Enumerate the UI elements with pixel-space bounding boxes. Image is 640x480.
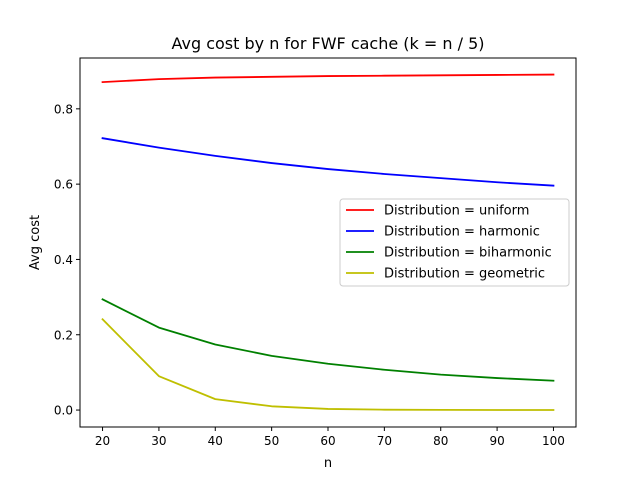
- legend-entry-label: Distribution = harmonic: [384, 225, 540, 240]
- x-tick-label: 80: [433, 434, 448, 448]
- axes-frame: [79, 57, 577, 428]
- legend: Distribution = uniform Distribution = har…: [339, 198, 570, 287]
- series-line-harmonic: [101, 137, 555, 187]
- x-tick-label: 30: [151, 434, 166, 448]
- legend-frame: [339, 198, 570, 287]
- y-tick-label: 0.6: [54, 178, 73, 192]
- y-axis: 0.0 0.2 0.4 0.6 0.8: [54, 102, 80, 418]
- series-line-uniform: [101, 73, 555, 84]
- series-line-biharmonic: [101, 298, 555, 382]
- y-tick-label: 0.2: [54, 328, 73, 342]
- x-tick-label: 50: [264, 434, 279, 448]
- x-tick-label: 40: [208, 434, 223, 448]
- x-axis: 20 30 40 50 60 70 80 90 100: [95, 427, 565, 448]
- legend-entry-label: Distribution = biharmonic: [384, 246, 552, 261]
- x-axis-label: n: [324, 456, 332, 471]
- y-axis-label: Avg cost: [28, 215, 43, 270]
- y-tick-label: 0.8: [54, 102, 73, 116]
- series-line-geometric: [101, 318, 555, 411]
- legend-entry-label: Distribution = uniform: [384, 204, 529, 219]
- series-lines: [101, 73, 555, 411]
- x-tick-label: 70: [377, 434, 392, 448]
- chart-title: Avg cost by n for FWF cache (k = n / 5): [171, 34, 484, 53]
- y-tick-label: 0.4: [54, 253, 73, 267]
- x-tick-label: 60: [320, 434, 335, 448]
- x-tick-label: 90: [489, 434, 504, 448]
- legend-entry-label: Distribution = geometric: [384, 267, 545, 282]
- x-tick-label: 20: [95, 434, 110, 448]
- x-tick-label: 100: [542, 434, 565, 448]
- y-tick-label: 0.0: [54, 404, 73, 418]
